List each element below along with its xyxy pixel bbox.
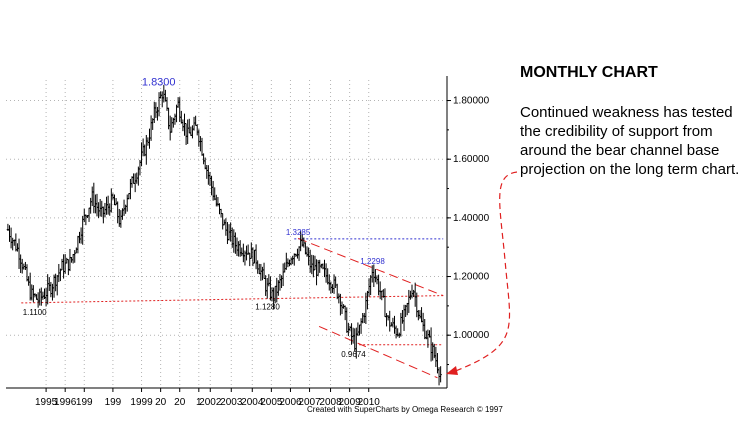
y-tick-label: 1.20000	[453, 272, 490, 283]
x-tick-label: 1	[196, 397, 202, 408]
y-tick-label: 1.40000	[453, 213, 490, 224]
x-tick-label: 2004	[241, 397, 264, 408]
annotation-arrow	[452, 171, 518, 373]
price-annotation: 1.2298	[360, 257, 385, 266]
price-bars	[6, 84, 442, 386]
x-tick-label: 2007	[298, 397, 321, 408]
x-tick-label: 20	[174, 397, 186, 408]
price-annotation: 1.3285	[286, 228, 311, 237]
x-tick-label: 2006	[279, 397, 302, 408]
y-tick-label: 1.60000	[453, 154, 490, 165]
x-tick-label: 2003	[220, 397, 243, 408]
price-annotation: 1.1100	[23, 308, 47, 317]
panel-body: Continued weakness has tested the credib…	[520, 104, 740, 178]
level-lines	[21, 237, 444, 379]
y-tick-label: 1.80000	[453, 96, 490, 107]
y-tick-label: 1.00000	[453, 330, 490, 341]
price-annotation: 1.8300	[142, 77, 176, 89]
arrow-head-icon	[446, 366, 458, 375]
x-tick-label: 20	[155, 397, 167, 408]
y-axis: 1.80000 1.60000 1.40000 1.20000 1.00000	[447, 96, 490, 366]
x-tick-label: 2009	[339, 397, 362, 408]
x-tick-label: 1996	[54, 397, 77, 408]
chart-credit: Created with SuperCharts by Omega Resear…	[307, 405, 503, 414]
x-tick-label: 199	[76, 397, 93, 408]
level-line	[297, 237, 444, 297]
x-tick-label: 199	[105, 397, 122, 408]
x-tick-label: 2005	[260, 397, 283, 408]
panel-title: MONTHLY CHART	[520, 64, 658, 81]
price-annotation: 1.1280	[255, 303, 280, 312]
price-annotation: 0.9674	[341, 350, 366, 359]
chart-grid	[6, 80, 447, 388]
price-annotations: 1.8300 1.3285 1.2298 1.1100 1.1280 0.9674	[23, 77, 386, 359]
x-tick-label: 2008	[319, 397, 342, 408]
x-tick-label: 2002	[199, 397, 222, 408]
x-tick-label: 1999	[130, 397, 153, 408]
x-tick-label: 2010	[358, 397, 381, 408]
x-tick-label: 1995	[35, 397, 58, 408]
chart-frame	[6, 76, 448, 389]
level-line	[318, 325, 438, 379]
